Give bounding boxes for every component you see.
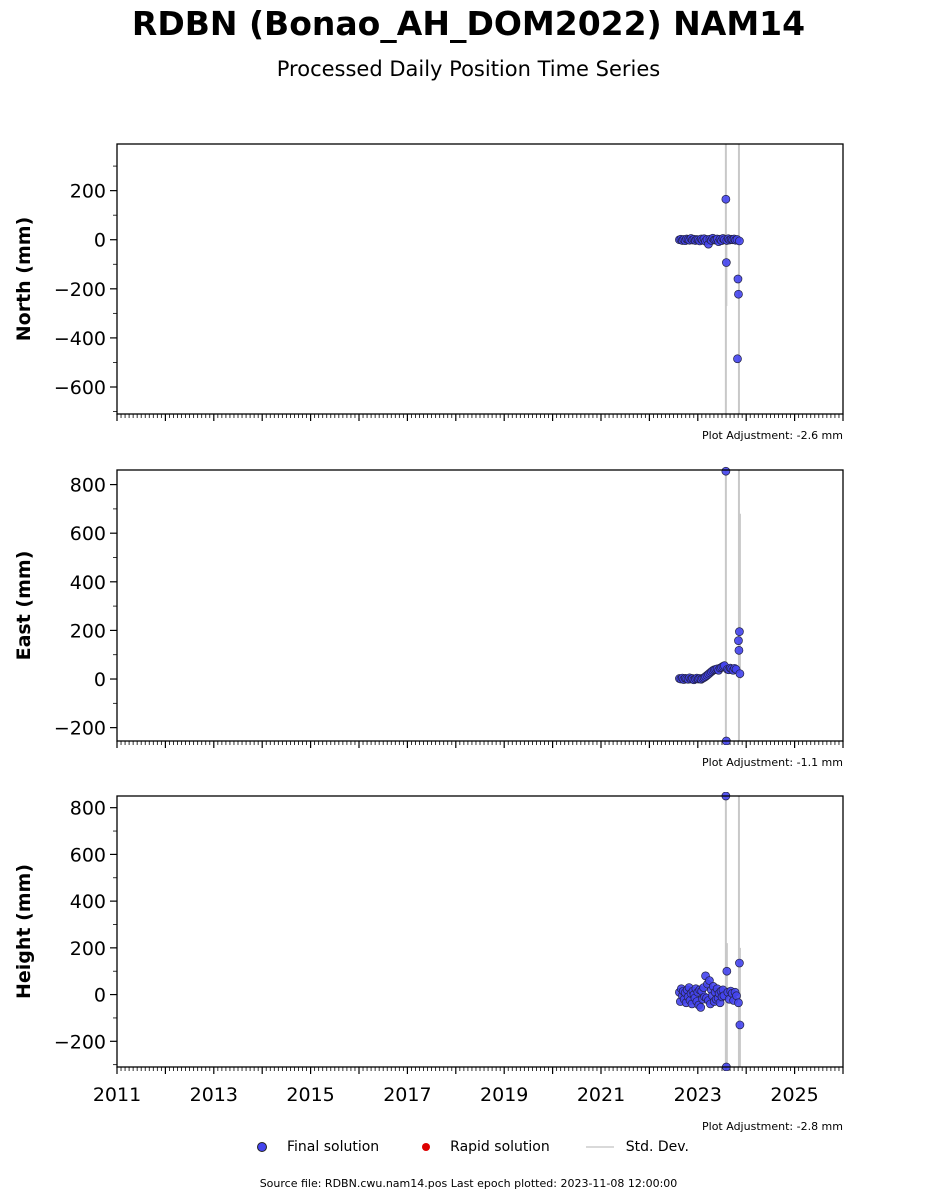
x-tick-label: 2011 xyxy=(93,1084,141,1106)
y-tick-label: −200 xyxy=(54,718,106,740)
legend-label-final: Final solution xyxy=(287,1139,380,1155)
x-tick-label: 2013 xyxy=(190,1084,238,1106)
y-tick-label: 200 xyxy=(70,938,106,960)
data-point xyxy=(735,958,744,968)
plot-frame xyxy=(116,143,844,415)
chart-title: RDBN (Bonao_AH_DOM2022) NAM14 xyxy=(131,4,806,43)
legend-item-final: Final solution xyxy=(250,1139,379,1155)
legend-marker-rapid xyxy=(422,1143,431,1151)
legend-marker-std xyxy=(585,1146,614,1148)
legend: Final solution Rapid solution Std. Dev. xyxy=(250,1137,725,1157)
chart-subtitle: Processed Daily Position Time Series xyxy=(276,57,661,81)
y-tick-label: 600 xyxy=(70,523,106,545)
y-axis-label: East (mm) xyxy=(13,551,35,661)
y-tick-label: 0 xyxy=(94,230,106,252)
plot-adjustment: Plot Adjustment: -1.1 mm xyxy=(702,756,843,769)
legend-label-rapid: Rapid solution xyxy=(450,1139,550,1155)
source-footer: Source file: RDBN.cwu.nam14.pos Last epo… xyxy=(259,1177,678,1190)
plot-adjustment: Plot Adjustment: -2.6 mm xyxy=(702,429,843,442)
data-point xyxy=(734,636,743,645)
y-tick-label: −600 xyxy=(54,377,106,399)
y-tick-label: 600 xyxy=(70,844,106,866)
data-point xyxy=(734,645,744,655)
y-tick-label: 0 xyxy=(94,985,106,1007)
y-tick-label: 200 xyxy=(70,620,106,642)
y-axis-label: Height (mm) xyxy=(13,864,35,999)
data-point xyxy=(722,258,731,267)
x-tick-label: 2015 xyxy=(286,1084,334,1106)
y-tick-label: 800 xyxy=(70,798,106,820)
y-tick-label: −200 xyxy=(54,1031,106,1053)
legend-item-std: Std. Dev. xyxy=(585,1139,689,1155)
data-point xyxy=(734,289,743,299)
legend-marker-final xyxy=(257,1142,267,1152)
plot-adjustment: Plot Adjustment: -2.8 mm xyxy=(702,1120,843,1133)
legend-label-std: Std. Dev. xyxy=(625,1139,689,1155)
data-point xyxy=(735,627,744,636)
data-point xyxy=(733,274,743,284)
data-point xyxy=(735,1020,745,1030)
data-point xyxy=(734,998,743,1008)
y-tick-label: 400 xyxy=(70,891,106,913)
plot-frame xyxy=(116,469,844,742)
data-point xyxy=(696,1003,706,1012)
y-tick-label: −200 xyxy=(54,279,106,301)
y-axis-label: North (mm) xyxy=(13,217,35,342)
data-point xyxy=(722,966,732,976)
data-point xyxy=(733,354,742,364)
data-point xyxy=(735,236,744,246)
data-point xyxy=(735,669,745,679)
x-tick-label: 2023 xyxy=(674,1084,722,1106)
y-tick-label: 200 xyxy=(70,181,106,203)
y-tick-label: 800 xyxy=(70,475,106,497)
plot-frame xyxy=(116,795,844,1068)
x-tick-label: 2017 xyxy=(383,1084,431,1106)
legend-item-rapid: Rapid solution xyxy=(415,1139,550,1155)
x-tick-label: 2019 xyxy=(480,1084,528,1106)
y-tick-label: 0 xyxy=(94,669,106,691)
x-tick-label: 2025 xyxy=(770,1084,818,1106)
y-tick-label: −400 xyxy=(54,328,106,350)
x-tick-label: 2021 xyxy=(577,1084,625,1106)
data-point xyxy=(721,466,731,476)
data-point xyxy=(721,194,731,204)
y-tick-label: 400 xyxy=(70,572,106,594)
